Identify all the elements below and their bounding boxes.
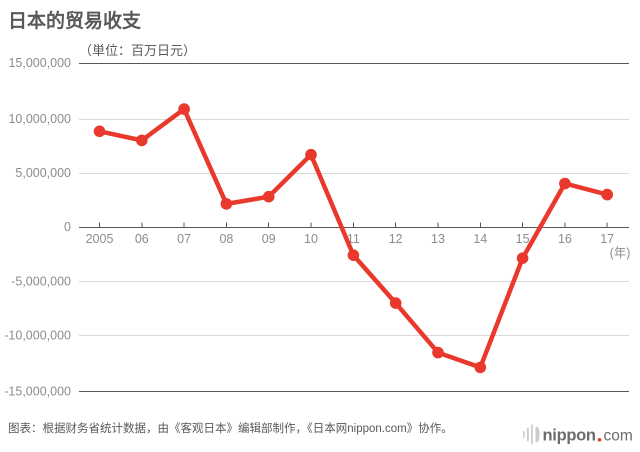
svg-text:15,000,000: 15,000,000: [8, 56, 71, 70]
svg-text:com: com: [604, 427, 633, 444]
svg-text:09: 09: [262, 232, 276, 246]
svg-text:15: 15: [516, 232, 530, 246]
svg-text:-10,000,000: -10,000,000: [4, 329, 71, 343]
svg-text:16: 16: [558, 232, 572, 246]
svg-text:0: 0: [64, 220, 71, 234]
svg-text:10: 10: [304, 232, 318, 246]
svg-text:5,000,000: 5,000,000: [15, 166, 71, 180]
svg-text:14: 14: [473, 232, 487, 246]
svg-text:-5,000,000: -5,000,000: [11, 274, 71, 288]
svg-text:10,000,000: 10,000,000: [8, 112, 71, 126]
svg-text:nippon: nippon: [543, 427, 596, 445]
svg-text:12: 12: [389, 232, 403, 246]
svg-text:(年): (年): [610, 246, 631, 260]
svg-text:07: 07: [177, 232, 191, 246]
svg-text:17: 17: [600, 232, 614, 246]
svg-text:08: 08: [219, 232, 233, 246]
svg-text:06: 06: [135, 232, 149, 246]
svg-text:-15,000,000: -15,000,000: [4, 384, 71, 398]
svg-text:2005: 2005: [86, 232, 114, 246]
svg-text:13: 13: [431, 232, 445, 246]
